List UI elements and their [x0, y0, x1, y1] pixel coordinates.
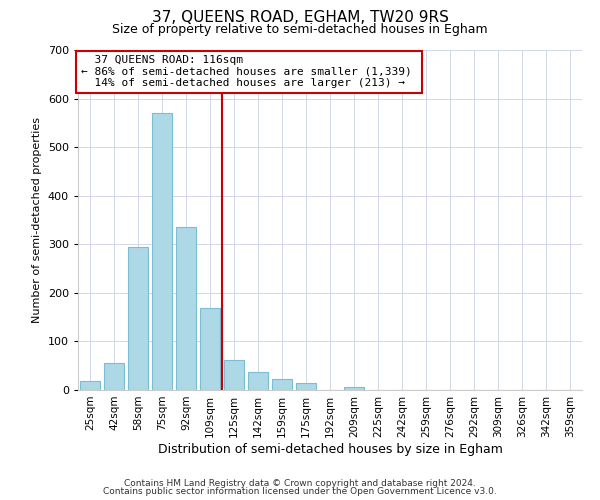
- Bar: [296, 383, 316, 390]
- Bar: [176, 228, 196, 390]
- Text: 37 QUEENS ROAD: 116sqm  
← 86% of semi-detached houses are smaller (1,339)
  14%: 37 QUEENS ROAD: 116sqm ← 86% of semi-det…: [80, 55, 418, 88]
- Text: Contains public sector information licensed under the Open Government Licence v3: Contains public sector information licen…: [103, 487, 497, 496]
- Bar: [152, 113, 172, 390]
- X-axis label: Distribution of semi-detached houses by size in Egham: Distribution of semi-detached houses by …: [158, 442, 502, 456]
- Bar: [248, 372, 268, 390]
- Y-axis label: Number of semi-detached properties: Number of semi-detached properties: [32, 117, 42, 323]
- Text: Size of property relative to semi-detached houses in Egham: Size of property relative to semi-detach…: [112, 22, 488, 36]
- Text: Contains HM Land Registry data © Crown copyright and database right 2024.: Contains HM Land Registry data © Crown c…: [124, 478, 476, 488]
- Bar: [104, 364, 124, 390]
- Bar: [128, 246, 148, 390]
- Bar: [224, 360, 244, 390]
- Bar: [80, 382, 100, 390]
- Bar: [272, 380, 292, 390]
- Text: 37, QUEENS ROAD, EGHAM, TW20 9RS: 37, QUEENS ROAD, EGHAM, TW20 9RS: [152, 10, 448, 25]
- Bar: [344, 386, 364, 390]
- Bar: [200, 308, 220, 390]
